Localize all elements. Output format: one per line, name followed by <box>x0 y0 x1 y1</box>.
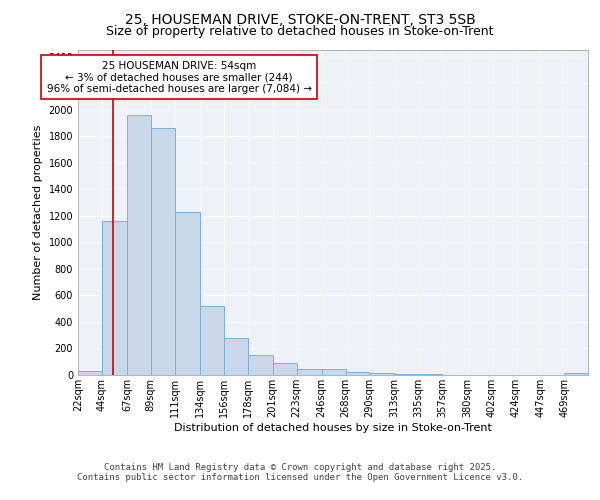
Bar <box>78 371 102 375</box>
Bar <box>418 374 442 375</box>
Text: 25, HOUSEMAN DRIVE, STOKE-ON-TRENT, ST3 5SB: 25, HOUSEMAN DRIVE, STOKE-ON-TRENT, ST3 … <box>125 12 475 26</box>
Bar <box>322 369 346 375</box>
Bar <box>346 372 370 375</box>
Bar <box>175 212 200 375</box>
Bar <box>272 363 296 375</box>
Bar <box>151 128 175 375</box>
Bar <box>200 306 224 375</box>
Bar <box>296 369 322 375</box>
Y-axis label: Number of detached properties: Number of detached properties <box>33 125 43 300</box>
Bar <box>564 373 588 375</box>
Bar <box>394 374 418 375</box>
Text: Contains HM Land Registry data © Crown copyright and database right 2025.
Contai: Contains HM Land Registry data © Crown c… <box>77 463 523 482</box>
Bar <box>370 373 394 375</box>
Bar <box>102 221 127 375</box>
Text: 25 HOUSEMAN DRIVE: 54sqm
← 3% of detached houses are smaller (244)
96% of semi-d: 25 HOUSEMAN DRIVE: 54sqm ← 3% of detache… <box>47 60 311 94</box>
Bar <box>248 355 272 375</box>
X-axis label: Distribution of detached houses by size in Stoke-on-Trent: Distribution of detached houses by size … <box>174 422 492 432</box>
Text: Size of property relative to detached houses in Stoke-on-Trent: Size of property relative to detached ho… <box>106 25 494 38</box>
Bar <box>127 115 151 375</box>
Bar <box>224 338 248 375</box>
